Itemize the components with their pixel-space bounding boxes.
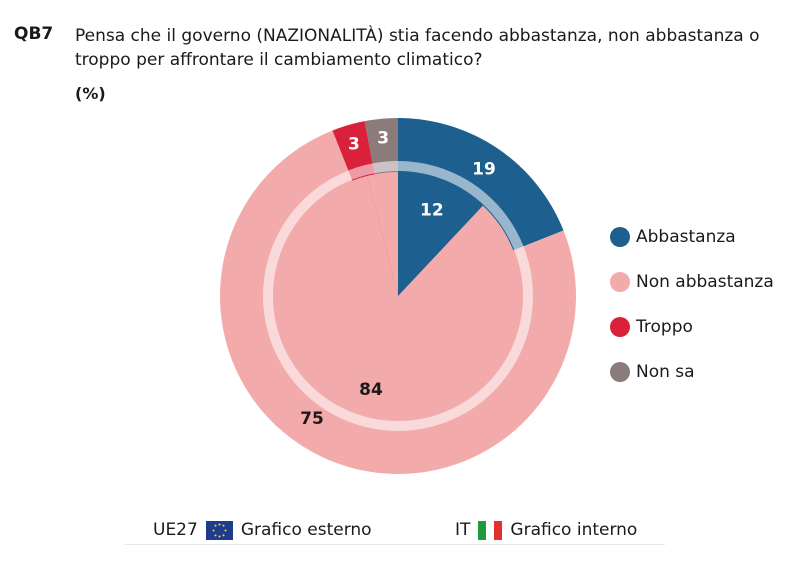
inner-slice-abbastanza [398, 172, 483, 296]
footer-outer-text: Grafico esterno [240, 520, 372, 540]
legend-item-non-sa: Non sa [610, 349, 774, 394]
unit-label: (%) [75, 84, 106, 103]
footer-outer-label: UE27 [153, 520, 198, 540]
legend-label-troppo: Troppo [636, 316, 693, 337]
legend-swatch-troppo [610, 316, 630, 337]
inner-value-label-non-abbastanza: 84 [359, 380, 383, 400]
outer-value-label-non-abbastanza: 75 [300, 409, 324, 429]
footer-inner-label: IT [455, 520, 471, 540]
inner-value-label-abbastanza: 12 [420, 200, 444, 220]
footer-inner-text: Grafico interno [510, 520, 638, 540]
legend-item-troppo: Troppo [610, 304, 774, 349]
outer-value-label-non-sa: 3 [377, 129, 389, 149]
footer-inner-key: IT Grafico interno [455, 517, 637, 543]
legend-swatch-non-sa [610, 361, 630, 382]
outer-value-label-abbastanza: 19 [472, 159, 496, 179]
footer-key: UE27 Grafico esterno IT Grafico interno [125, 517, 665, 547]
outer-value-label-troppo: 3 [348, 134, 360, 154]
legend-item-abbastanza: Abbastanza [610, 214, 774, 259]
legend: Abbastanza Non abbastanza Troppo Non sa [610, 214, 774, 394]
inner-slice-non-abbastanza [273, 175, 522, 420]
legend-swatch-abbastanza [610, 226, 630, 247]
inner-slice-remainder [367, 172, 398, 296]
footer-divider [125, 544, 665, 545]
legend-label-non-sa: Non sa [636, 361, 695, 382]
inner-ring-border [263, 161, 533, 431]
eu-flag-icon [205, 520, 233, 540]
footer-outer-key: UE27 Grafico esterno [153, 517, 372, 543]
legend-item-non-abbastanza: Non abbastanza [610, 259, 774, 304]
question-text: Pensa che il governo (NAZIONALITÀ) stia … [75, 26, 760, 70]
legend-label-non-abbastanza: Non abbastanza [636, 271, 774, 292]
legend-label-abbastanza: Abbastanza [636, 226, 736, 247]
question-code: QB7 [14, 24, 54, 44]
legend-swatch-non-abbastanza [610, 271, 630, 292]
italy-flag-icon [478, 520, 503, 540]
